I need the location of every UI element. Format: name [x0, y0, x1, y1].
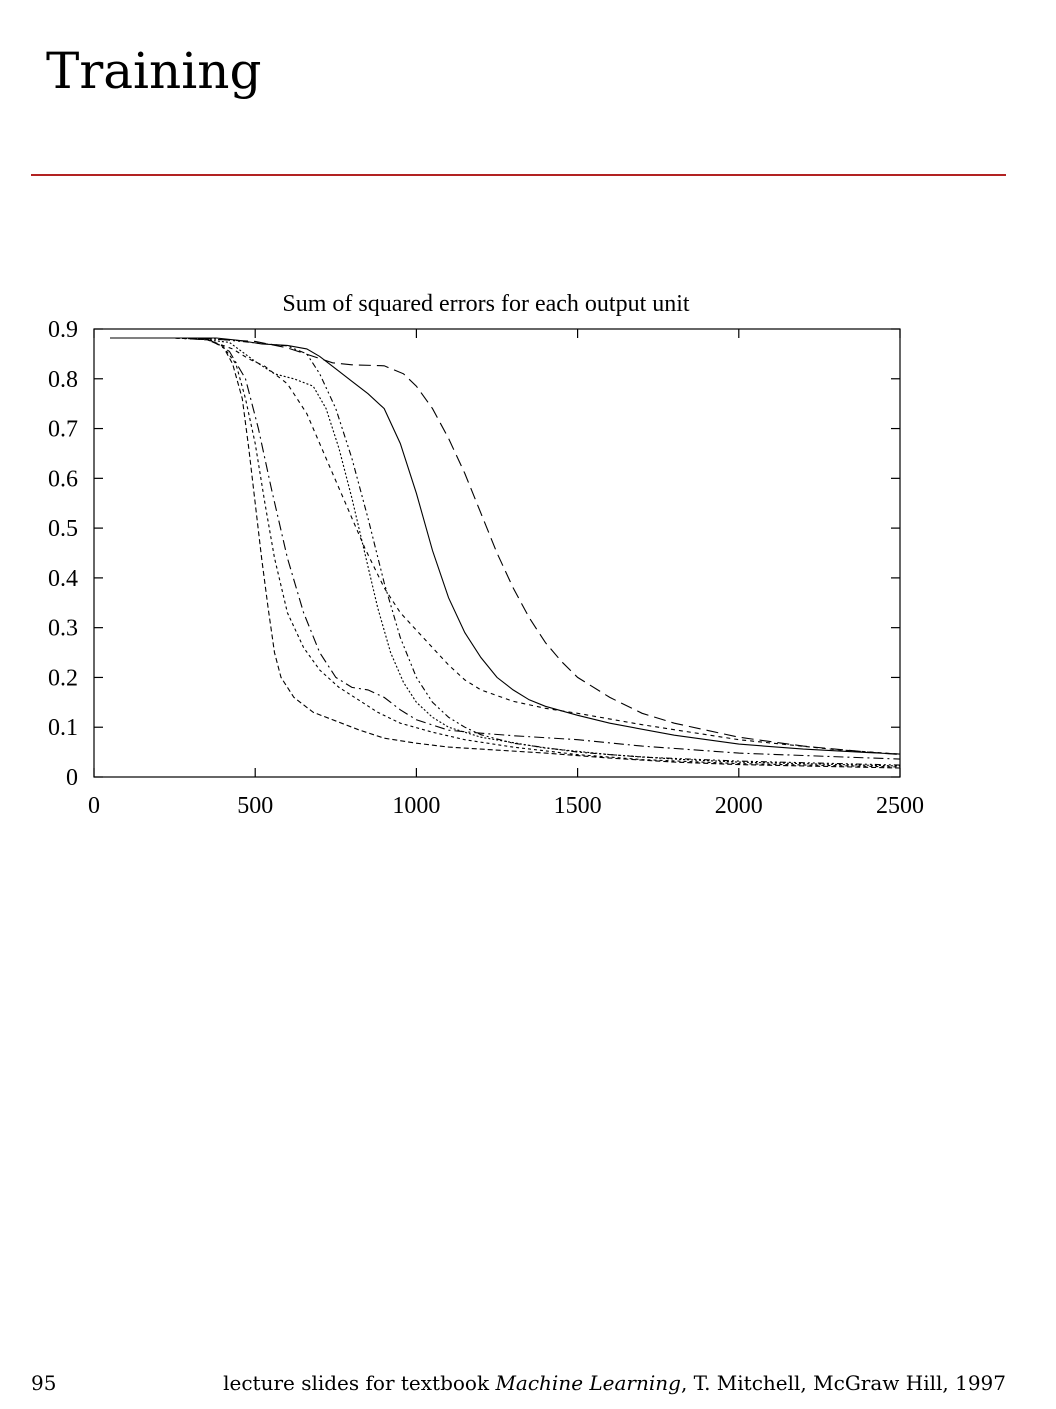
series-line-6	[110, 337, 901, 767]
series-line-8	[110, 337, 901, 755]
axis-layer: 0 500 1000 1500 2000 2500 0 0.1 0.2 0.3 0.4 0.5 0.6 0…	[48, 317, 924, 819]
error-chart: Sum of squared errors for each output un…	[48, 291, 924, 819]
y-tick-label: 0.2	[48, 665, 78, 691]
x-tick-label: 2000	[715, 793, 763, 819]
x-tick-label: 0	[88, 793, 100, 819]
x-tick-label: 500	[237, 793, 273, 819]
x-tick-label: 2500	[876, 793, 924, 819]
series-layer	[110, 337, 901, 769]
y-tick-label: 0.4	[48, 566, 78, 592]
plot-frame	[93, 328, 901, 778]
x-tick-label: 1500	[554, 793, 602, 819]
chart-container: Sum of squared errors for each output un…	[0, 280, 1056, 840]
page-number: 95	[31, 1371, 57, 1395]
y-tick-label: 0	[66, 765, 78, 791]
credit-suffix: , T. Mitchell, McGraw Hill, 1997	[680, 1371, 1006, 1395]
credit-book: Machine Learning	[495, 1371, 681, 1395]
y-tick-label: 0.7	[48, 417, 78, 443]
y-tick-label: 0.6	[48, 466, 78, 492]
series-line-7	[110, 337, 901, 766]
y-tick-label: 0.5	[48, 516, 78, 542]
footer-credit: lecture slides for textbook Machine Lear…	[223, 1371, 1006, 1395]
series-line-3	[110, 337, 901, 769]
chart-title: Sum of squared errors for each output un…	[282, 291, 690, 317]
title-divider	[31, 174, 1006, 176]
y-tick-label: 0.8	[48, 367, 78, 393]
y-tick-label: 0.9	[48, 317, 78, 343]
slide-title: Training	[46, 42, 262, 100]
x-tick-label: 1000	[392, 793, 440, 819]
series-line-4	[110, 337, 901, 768]
y-tick-label: 0.3	[48, 616, 78, 642]
series-line-5	[110, 337, 901, 760]
credit-prefix: lecture slides for textbook	[223, 1371, 490, 1395]
series-line-2	[110, 337, 901, 756]
y-tick-label: 0.1	[48, 715, 78, 741]
series-line-1	[110, 337, 901, 755]
